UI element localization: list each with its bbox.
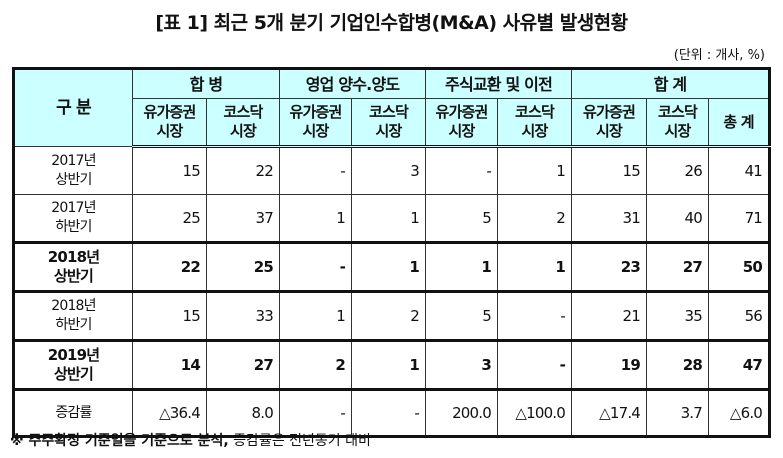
table-cell: - [497, 340, 573, 390]
table-row: 증감률 △36.4 8.0- -200.0 △100.0 △17.4 3.7 △6.0 [13, 389, 771, 437]
row-label: 2019년 상반기 [13, 340, 133, 390]
table-cell: 15 [132, 291, 207, 341]
table-cell: - [279, 242, 352, 292]
table-cell: 27 [206, 340, 280, 390]
footnote-bold: ※ 주주확정 기준일을 기준으로 분석, [10, 433, 229, 449]
table-cell: - [279, 146, 352, 195]
footnote-rest: 증감률은 전년동기 대비 [228, 433, 371, 449]
ma-table: 구 분 합 병 영업 양수.양도 주식교환 및 이전 합 계 유가증권 시장 코스… [12, 67, 772, 438]
table-cell: 37 [206, 194, 280, 243]
table-cell: 2 [497, 194, 573, 243]
table-cell: 3 [350, 146, 427, 195]
table-cell: 1 [279, 291, 352, 341]
table-cell: - [350, 389, 427, 437]
table-cell: 1 [279, 194, 352, 243]
table-cell: 26 [646, 146, 710, 195]
table-cell: △17.4 [571, 389, 648, 437]
subheader-0: 유가증권 시장 [132, 98, 207, 148]
table-cell: 2 [350, 291, 427, 341]
row-label: 2017년 상반기 [13, 146, 133, 195]
table-row: 2017년 하반기 25 37 1 1 5 2 31 40 71 [13, 194, 771, 243]
table-cell: - [425, 146, 499, 195]
subheader-2: 유가증권 시장 [279, 98, 352, 148]
table-cell: 15 [132, 146, 207, 195]
table-cell: 28 [646, 340, 710, 390]
subheader-8: 총 계 [708, 98, 771, 148]
row-label: 증감률 [13, 389, 133, 437]
table-cell: 5 [425, 194, 499, 243]
footnote: ※ 주주확정 기준일을 기준으로 분석, 증감률은 전년동기 대비 [10, 430, 371, 450]
subheader-3: 코스닥 시장 [350, 98, 427, 148]
table-row: 2018년 상반기 22 25-1 1 1 23 27 50 [13, 242, 771, 292]
table-cell: 41 [708, 146, 771, 195]
table-cell: - [497, 291, 573, 341]
table-cell: 22 [132, 242, 207, 292]
subheader-1: 코스닥 시장 [206, 98, 280, 148]
subheader-6: 유가증권 시장 [571, 98, 648, 148]
table-cell: 35 [646, 291, 710, 341]
header-business-transfer: 영업 양수.양도 [278, 68, 427, 99]
header-category: 구 분 [13, 68, 133, 147]
table-cell: 1 [497, 242, 573, 292]
row-label: 2018년 하반기 [13, 291, 133, 341]
table-cell: 25 [132, 194, 207, 243]
table-cell: 31 [571, 194, 648, 243]
table-cell: 22 [206, 146, 280, 195]
table-title: [표 1] 최근 5개 분기 기업인수합병(M&A) 사유별 발생현황 [155, 12, 628, 34]
unit-label: (단위 : 개사, %) [673, 48, 765, 63]
table-cell: 33 [206, 291, 280, 341]
row-label: 2017년 하반기 [13, 194, 133, 243]
table-cell: 40 [646, 194, 710, 243]
table-cell: 15 [571, 146, 648, 195]
table-cell: △100.0 [497, 389, 573, 437]
table-cell: 47 [708, 340, 771, 390]
header-merger: 합 병 [132, 68, 280, 99]
table-cell: 21 [571, 291, 648, 341]
table-row: 2019년 상반기 14 27 2 1 3-19 28 47 [13, 340, 771, 390]
row-label: 2018년 상반기 [13, 242, 133, 292]
table-cell: 2 [279, 340, 352, 390]
header-stock-exchange: 주식교환 및 이전 [425, 68, 573, 99]
table-cell: 14 [132, 340, 207, 390]
table-cell: 1 [350, 242, 427, 292]
subheader-4: 유가증권 시장 [425, 98, 499, 148]
table-cell: 1 [425, 242, 499, 292]
table-cell: 5 [425, 291, 499, 341]
table-cell: 1 [497, 146, 573, 195]
table-cell: 200.0 [425, 389, 499, 437]
table-cell: 71 [708, 194, 771, 243]
table-cell: 56 [708, 291, 771, 341]
table-cell: - [279, 389, 352, 437]
table-cell: △36.4 [132, 389, 207, 437]
header-total: 합 계 [571, 68, 771, 99]
table-cell: 3.7 [646, 389, 710, 437]
table-cell: 25 [206, 242, 280, 292]
table-row: 2017년 상반기 15 22-3-1 15 26 41 [13, 146, 771, 195]
table-cell: 1 [350, 340, 427, 390]
table-cell: 27 [646, 242, 710, 292]
table-cell: 50 [708, 242, 771, 292]
table-cell: 19 [571, 340, 648, 390]
table-row: 2018년 하반기 15 33 1 2 5-21 35 56 [13, 291, 771, 341]
table-cell: 23 [571, 242, 648, 292]
subheader-7: 코스닥 시장 [646, 98, 710, 148]
table-cell: △6.0 [708, 389, 771, 437]
subheader-5: 코스닥 시장 [497, 98, 573, 148]
table-cell: 3 [425, 340, 499, 390]
table-cell: 1 [350, 194, 427, 243]
